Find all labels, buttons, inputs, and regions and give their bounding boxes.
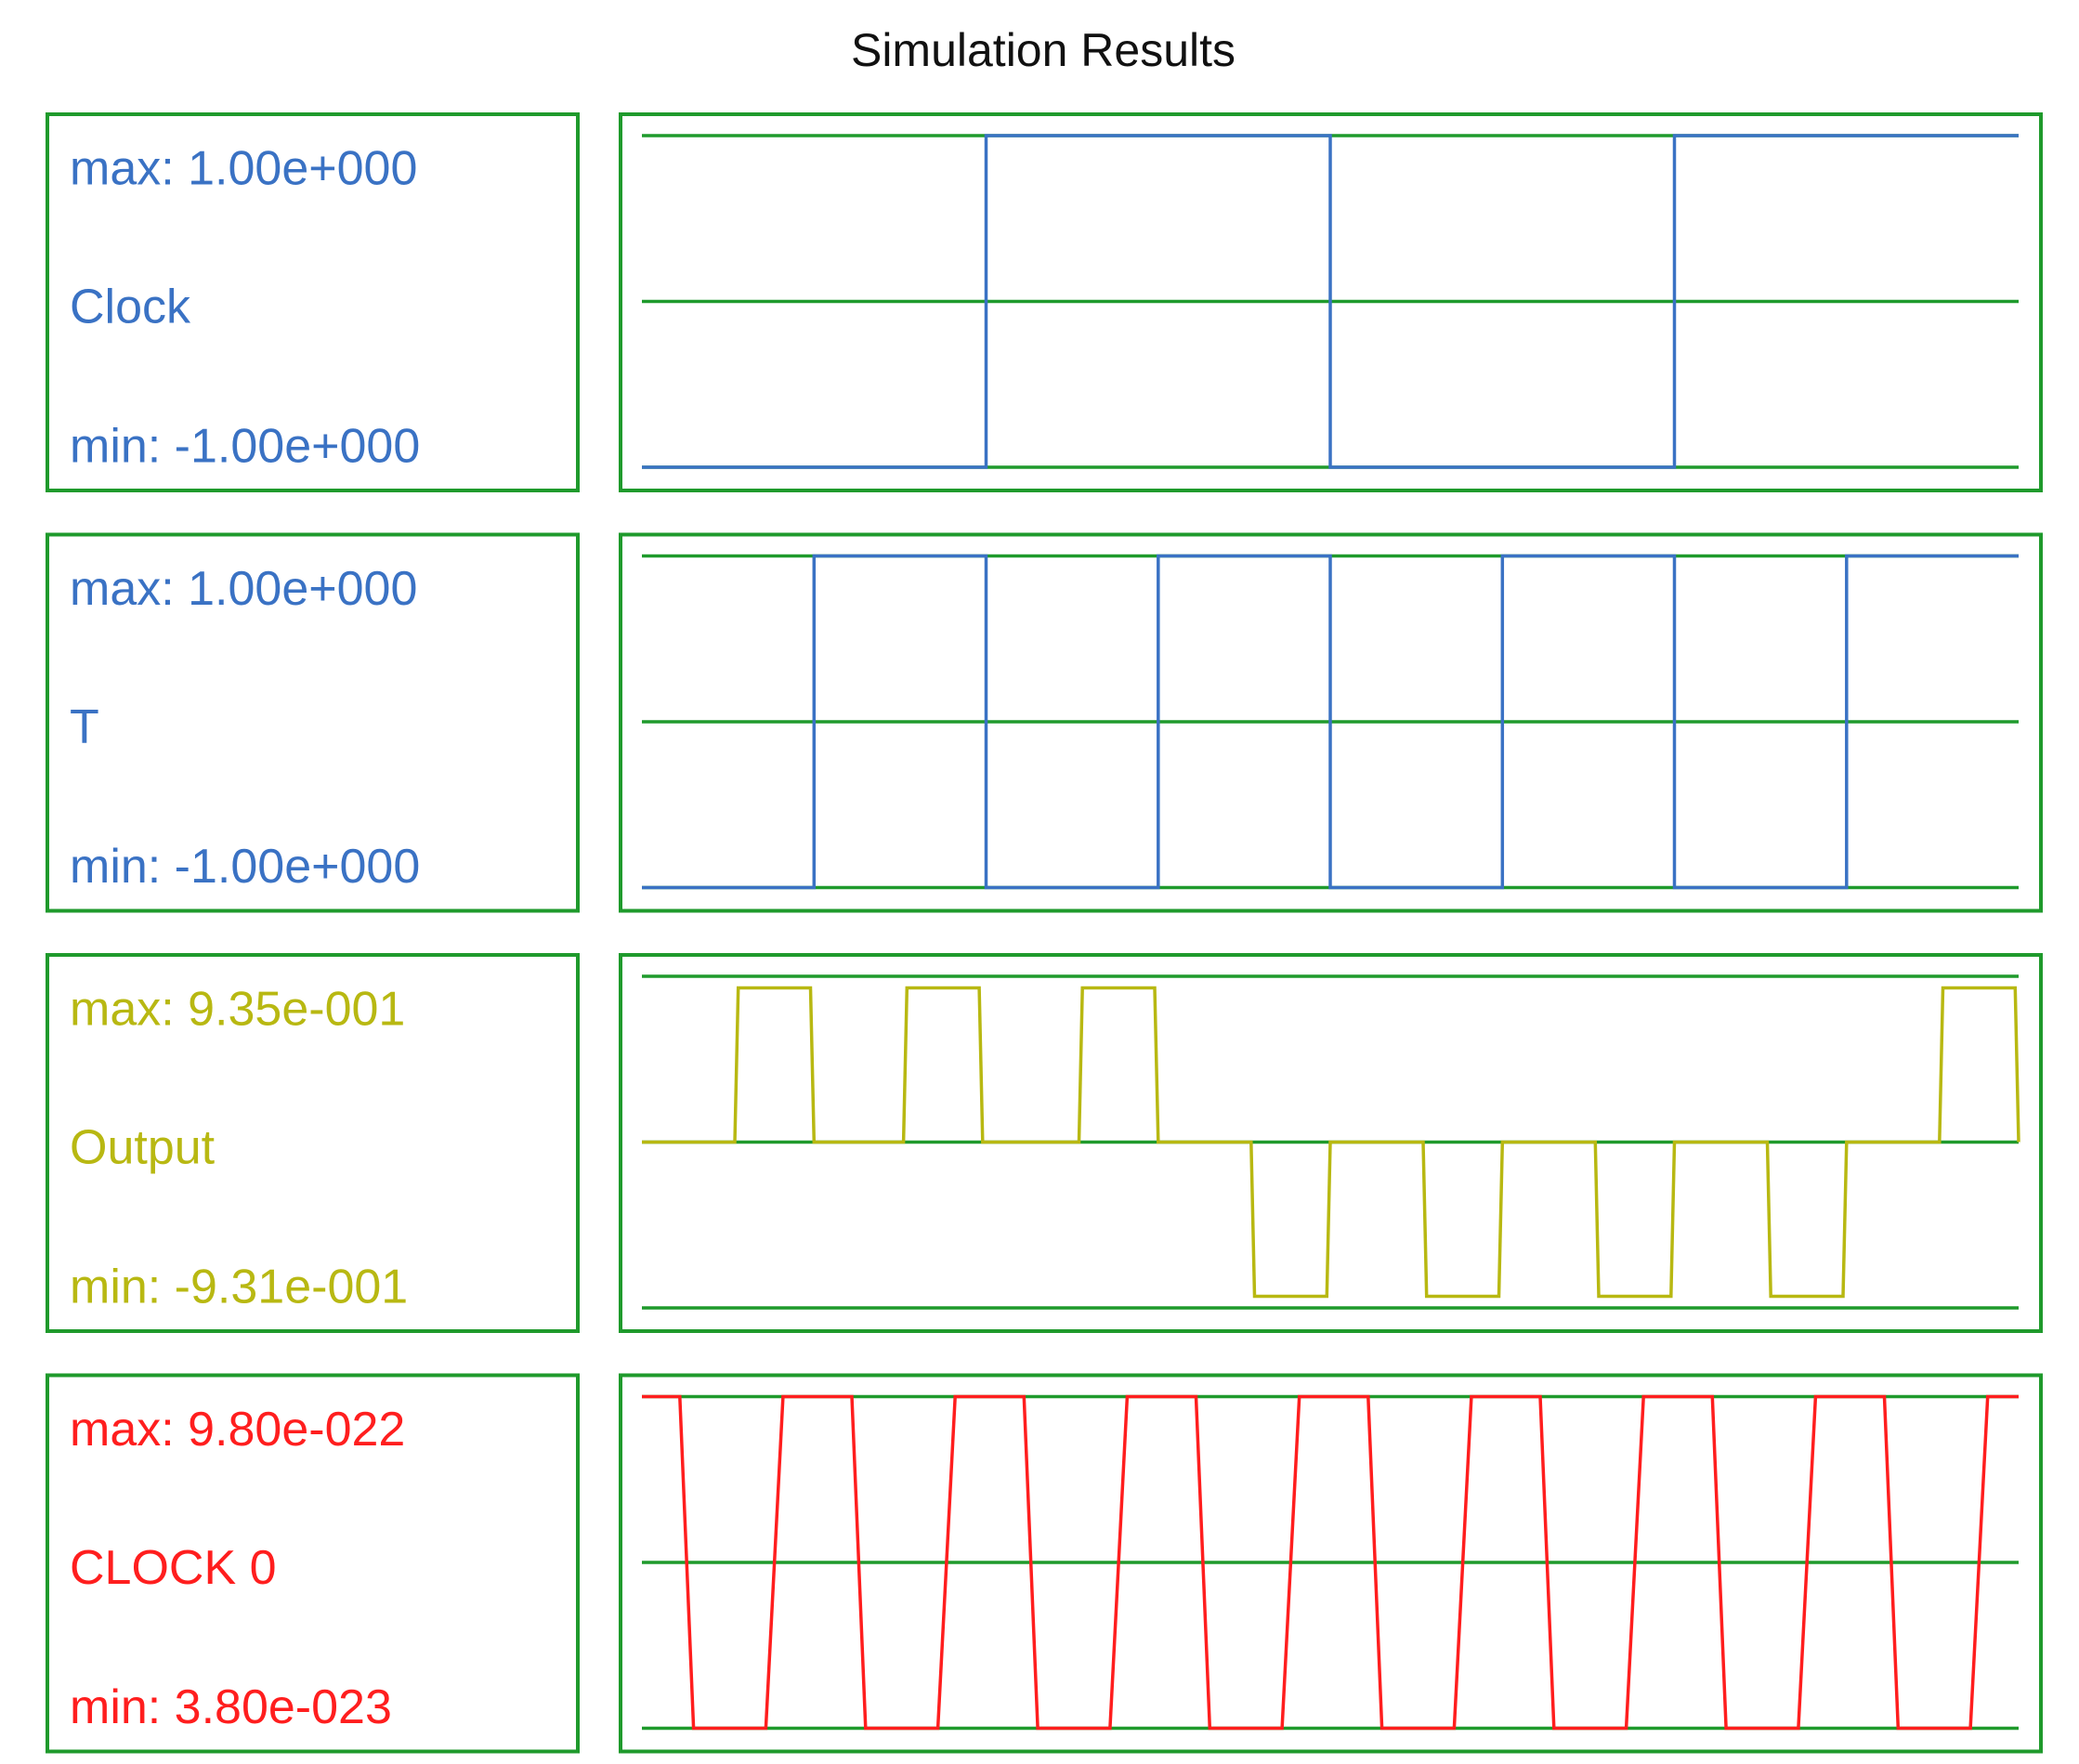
plot-box [619,1373,2043,1754]
max-label: max: 1.00e+000 [70,142,417,196]
min-label: min: -9.31e-001 [70,1261,408,1314]
signal-name: T [70,700,99,754]
waveform [642,1394,2019,1731]
waveform [642,986,2020,1299]
signal-name: Clock [70,281,191,334]
signal-name: Output [70,1121,216,1175]
max-label: max: 9.35e-001 [70,983,405,1037]
plot-box [619,112,2043,492]
min-label: min: -1.00e+000 [70,840,420,894]
waveform [642,134,2019,469]
signal-name: CLOCK 0 [70,1541,277,1595]
label-box [46,1373,580,1754]
min-label: min: -1.00e+000 [70,420,420,474]
label-box [46,112,580,492]
label-box [46,953,580,1333]
plot-box [619,532,2043,913]
waveform [642,554,2019,890]
max-label: max: 1.00e+000 [70,562,417,616]
min-label: min: 3.80e-023 [70,1680,392,1734]
plot-box [619,953,2043,1333]
label-box [46,532,580,913]
max-label: max: 9.80e-022 [70,1403,405,1457]
title: Simulation Results [851,24,1236,76]
